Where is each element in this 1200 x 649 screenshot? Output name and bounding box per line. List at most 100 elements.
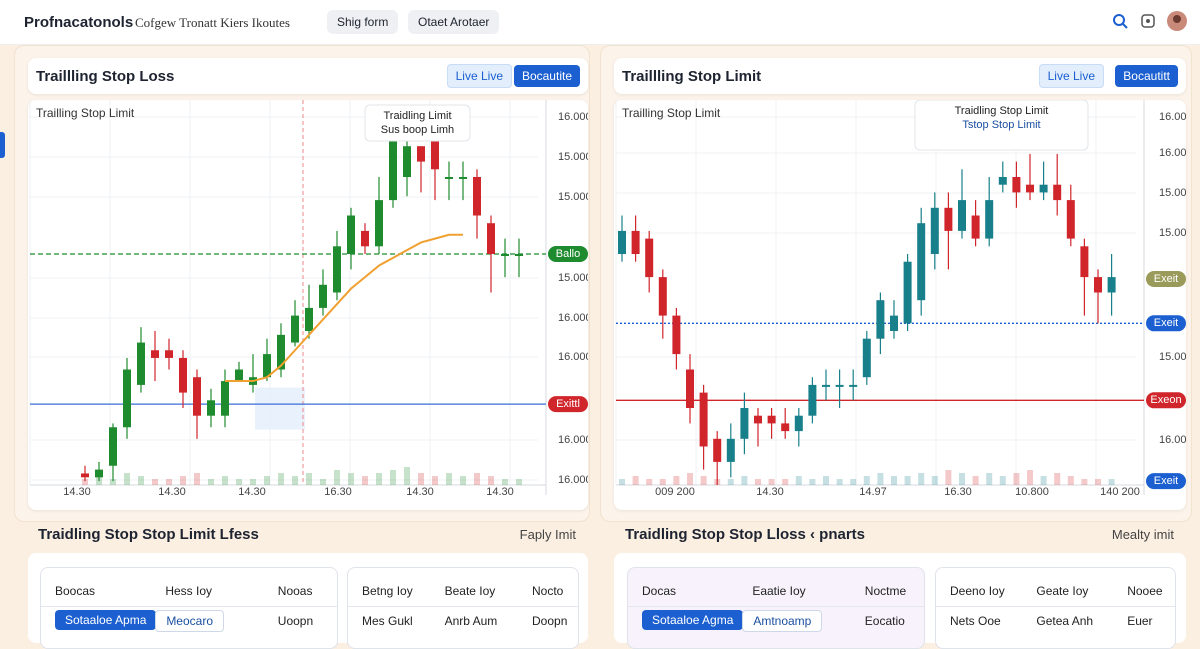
cell: Nets Ooe bbox=[950, 614, 1001, 628]
level-label: Exittl bbox=[556, 398, 580, 410]
cell: Getea Anh bbox=[1036, 614, 1094, 628]
candle-body bbox=[375, 200, 383, 247]
button[interactable]: Live Live bbox=[446, 64, 512, 88]
level-label: Ballo bbox=[556, 248, 580, 260]
volume-bar bbox=[727, 479, 734, 485]
tab[interactable]: Shig form bbox=[327, 10, 399, 34]
volume-bar bbox=[194, 473, 200, 485]
section-title: Traidling Stop Stop Limit Lfess bbox=[38, 526, 259, 543]
tooltip-text: Traidling Limit bbox=[383, 110, 451, 122]
volume-bar bbox=[264, 476, 270, 485]
volume-bar bbox=[166, 479, 172, 485]
candle-body bbox=[473, 177, 481, 216]
candle-body bbox=[1053, 184, 1062, 201]
volume-bar bbox=[863, 476, 870, 485]
volume-bar bbox=[320, 479, 326, 485]
candle-body bbox=[876, 300, 885, 339]
volume-bar bbox=[782, 479, 789, 485]
y-tick-label: 15.000 bbox=[1159, 351, 1186, 363]
column-header: Noctme bbox=[864, 584, 907, 598]
volume-bar bbox=[1108, 479, 1115, 485]
y-tick-label: 16.000 bbox=[558, 312, 588, 324]
chart: Trailling Stop Limit 16.000 16.000 15.000 15… bbox=[615, 99, 1193, 498]
volume-bar bbox=[700, 476, 707, 485]
volume-bar bbox=[208, 479, 214, 485]
candle-body bbox=[767, 415, 776, 424]
volume-bar bbox=[659, 479, 666, 485]
candle-body bbox=[1080, 246, 1089, 278]
tooltip bbox=[914, 99, 1089, 151]
column-header: Eaatie Ioy bbox=[752, 584, 806, 598]
row-button[interactable]: Amtnoamp bbox=[742, 610, 823, 632]
candle-body bbox=[459, 177, 467, 179]
brand[interactable]: Profnacatonols bbox=[24, 14, 134, 31]
volume-bar bbox=[474, 473, 480, 485]
x-tick-label: 16.30 bbox=[944, 486, 972, 498]
x-tick-label: 14.30 bbox=[486, 486, 514, 498]
column-header: Nooas bbox=[277, 584, 313, 598]
candle-body bbox=[822, 384, 830, 387]
volume-bar bbox=[278, 473, 284, 485]
candle-body bbox=[515, 254, 523, 256]
column-header: Beate Ioy bbox=[444, 584, 496, 598]
y-tick-label: 15.000 bbox=[558, 272, 588, 284]
candle-body bbox=[808, 384, 817, 416]
volume-bar bbox=[334, 470, 340, 485]
volume-bar bbox=[418, 473, 424, 485]
volume-bar bbox=[432, 476, 438, 485]
candle-body bbox=[903, 261, 912, 324]
button[interactable]: Bocautitt bbox=[1115, 65, 1178, 87]
panel-title: Traillling Stop Loss bbox=[36, 68, 175, 85]
settings-icon[interactable] bbox=[1140, 13, 1156, 29]
candle-body bbox=[207, 400, 215, 416]
volume-bar bbox=[488, 476, 494, 485]
tab[interactable]: Otaet Arotaer bbox=[408, 10, 500, 34]
candle-body bbox=[193, 377, 201, 416]
volume-bar bbox=[823, 476, 829, 485]
volume-bar bbox=[110, 479, 116, 485]
candle-body bbox=[794, 415, 803, 432]
button[interactable]: Live Live bbox=[1038, 64, 1104, 88]
y-tick-label: 16.000 bbox=[1159, 111, 1186, 123]
candle-body bbox=[487, 223, 495, 254]
table-card: Deeno Ioy Geate Ioy Nooee Nets Ooe Getea Anh… bbox=[935, 567, 1176, 649]
volume-bar bbox=[1067, 476, 1074, 485]
candle-body bbox=[277, 334, 285, 370]
volume-bar bbox=[138, 476, 144, 485]
row-button[interactable]: Meocaro bbox=[155, 610, 224, 632]
candle-body bbox=[235, 369, 243, 382]
candle-body bbox=[501, 254, 509, 256]
candle-body bbox=[1107, 277, 1116, 293]
section-note: Faply Imit bbox=[519, 527, 576, 542]
table-card: Boocas Hess Ioy Nooas Sotaaloe Apma Meocaro U… bbox=[40, 567, 338, 649]
section-title: Traidling Stop Stop Lloss ‹ pnarts bbox=[625, 526, 866, 543]
avatar[interactable] bbox=[1166, 10, 1188, 32]
row-button[interactable]: Sotaaloe Apma bbox=[55, 610, 157, 630]
nav[interactable]: Cofgew Tronatt Kiers Ikoutes bbox=[135, 15, 290, 30]
search-icon[interactable] bbox=[1112, 13, 1128, 29]
level-badge bbox=[1146, 473, 1186, 490]
candle-body bbox=[445, 177, 453, 179]
candle-body bbox=[361, 230, 369, 247]
candle-body bbox=[699, 392, 708, 447]
volume-bar bbox=[891, 476, 897, 485]
divider bbox=[936, 606, 1175, 607]
table-card: Betng Ioy Beate Ioy Nocto Mes Gukl Anrb Aum D… bbox=[347, 567, 579, 649]
y-tick-label: 15.000 bbox=[558, 191, 588, 203]
volume-bar bbox=[877, 473, 884, 485]
column-header: Boocas bbox=[55, 584, 96, 598]
cell: Anrb Aum bbox=[444, 614, 498, 628]
candle-body bbox=[849, 384, 858, 387]
table-card: Docas Eaatie Ioy Noctme Sotaaloe Agma Amtnoa… bbox=[627, 567, 925, 649]
volume-bar bbox=[809, 479, 816, 485]
volume-bar bbox=[619, 479, 625, 485]
volume-bar bbox=[931, 476, 938, 485]
cell: Uoopn bbox=[277, 614, 314, 628]
row-button[interactable]: Sotaaloe Agma bbox=[642, 610, 744, 630]
candle-body bbox=[417, 146, 425, 162]
x-tick-label: 16.30 bbox=[324, 486, 352, 498]
cell: Eocatio bbox=[864, 614, 905, 628]
button[interactable]: Bocautite bbox=[513, 65, 580, 87]
volume-bar bbox=[795, 476, 802, 485]
divider bbox=[628, 606, 924, 607]
